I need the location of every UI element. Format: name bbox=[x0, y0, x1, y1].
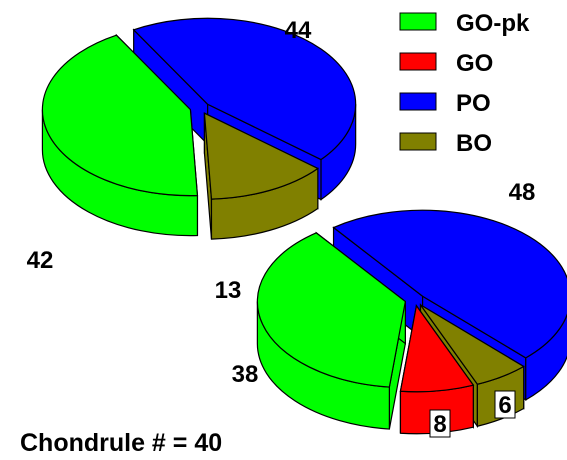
legend-item-go-pk: GO-pk bbox=[399, 10, 530, 37]
value-label-po: 44 bbox=[285, 17, 312, 44]
value-label-box bbox=[429, 409, 451, 438]
slice-top-face bbox=[256, 232, 407, 388]
legend-swatch bbox=[399, 92, 437, 111]
pie-2: 48 6 8 38 bbox=[232, 179, 567, 438]
legend-item-po: PO bbox=[399, 90, 491, 117]
value-label-bo: 13 bbox=[215, 277, 242, 304]
slice-go bbox=[399, 303, 475, 435]
legend-label: BO bbox=[456, 130, 492, 157]
legend-item-bo: BO bbox=[399, 130, 492, 157]
value-label-bo: 6 bbox=[498, 392, 511, 419]
legend-swatch bbox=[399, 132, 437, 151]
slice-top-face bbox=[132, 17, 357, 161]
slice-top-face bbox=[399, 304, 475, 393]
value-label-box bbox=[494, 390, 516, 419]
slice-go-pk bbox=[41, 33, 199, 237]
pie-layer: 44 13 42 48 6 8 38 bbox=[27, 17, 567, 438]
legend-label: GO-pk bbox=[456, 10, 530, 37]
legend-label: GO bbox=[456, 50, 493, 77]
value-label-go: 8 bbox=[433, 411, 446, 438]
legend-label: PO bbox=[456, 90, 491, 117]
legend-swatch bbox=[399, 52, 437, 71]
chondrule-count-annotation: Chondrule # = 40 bbox=[20, 429, 222, 457]
slice-top-face bbox=[420, 304, 525, 385]
pie-1: 44 13 42 bbox=[27, 17, 357, 304]
legend-item-go: GO bbox=[399, 50, 493, 77]
value-label-go-pk: 42 bbox=[27, 247, 54, 274]
slice-bo bbox=[203, 112, 319, 240]
slice-top-face bbox=[332, 209, 567, 359]
legend: GO-pk GO PO BO bbox=[399, 10, 530, 157]
slice-go-pk bbox=[256, 231, 407, 430]
value-label-po: 48 bbox=[509, 179, 536, 206]
slice-top-face bbox=[203, 112, 319, 200]
slice-top-face bbox=[41, 34, 199, 197]
value-label-go-pk: 38 bbox=[232, 361, 259, 388]
legend-swatch bbox=[399, 12, 437, 31]
